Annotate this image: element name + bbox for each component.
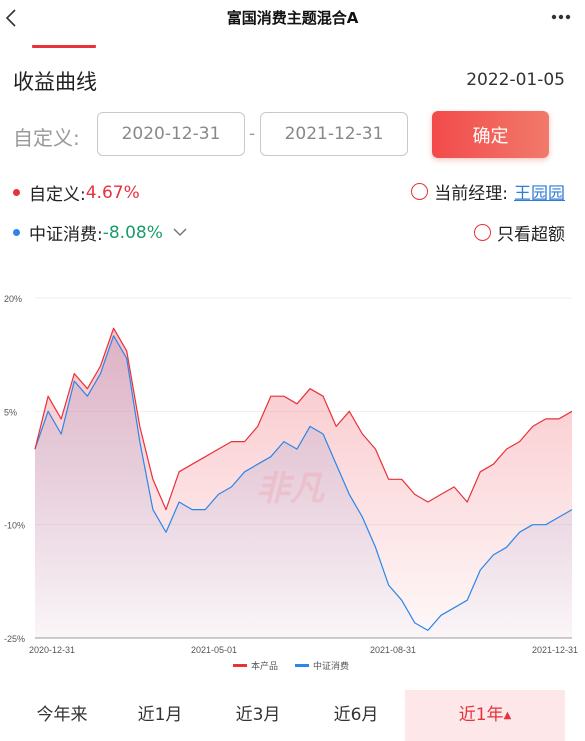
top-nav-bar: 富国消费主题混合A (0, 0, 585, 36)
x-tick-label: 2021-12-31 (532, 645, 578, 655)
range-tab-6m[interactable]: 近6月 (333, 705, 379, 725)
custom-return-value: 4.67% (85, 182, 140, 203)
return-chart: 非凡 20% 5% -10% -25% 2020-12-31 2021-05-01 2021… (4, 294, 578, 671)
excess-only-toggle[interactable]: 只看超额 (474, 220, 565, 245)
current-manager: 当前经理: 王园园 (411, 179, 565, 204)
legend-label: 中证消费 (313, 660, 349, 671)
y-tick-label: 5% (4, 407, 17, 417)
legend-swatch (233, 664, 247, 667)
x-tick-label: 2021-08-31 (370, 645, 416, 655)
chevron-down-icon[interactable] (173, 228, 187, 237)
range-tab-1m[interactable]: 近1月 (137, 705, 183, 725)
data-date: 2022-01-05 (466, 70, 565, 90)
y-tick-label: -25% (4, 634, 25, 644)
custom-range-label: 自定义: (13, 126, 80, 150)
manager-label: 当前经理: (434, 184, 508, 204)
date-separator: - (249, 124, 256, 144)
range-tabs: 今年来 近1月 近3月 近6月 近1年▲ (0, 690, 585, 741)
series-line-1 (34, 335, 573, 631)
blue-dot-icon (13, 229, 20, 236)
red-dot-icon (13, 189, 20, 196)
y-tick-label: -10% (4, 521, 25, 531)
sort-up-icon: ▲ (503, 710, 512, 721)
end-date-input[interactable] (260, 112, 408, 156)
range-tab-1y[interactable]: 近1年▲ (405, 690, 565, 741)
range-tab-1y-label: 近1年 (458, 705, 504, 725)
excess-radio[interactable] (474, 224, 491, 241)
series-area-0 (35, 328, 572, 638)
x-tick-label: 2020-12-31 (29, 645, 75, 655)
legend-swatch (295, 664, 309, 667)
index-return-label: 中证消费: (29, 225, 103, 245)
legend-label: 本产品 (251, 660, 278, 671)
back-arrow-icon[interactable] (4, 8, 20, 28)
start-date-input[interactable] (97, 112, 245, 156)
index-return-value: -8.08% (102, 222, 163, 243)
section-title: 收益曲线 (13, 70, 97, 94)
excess-label: 只看超额 (497, 225, 565, 245)
more-menu-icon[interactable] (551, 14, 571, 20)
manager-radio[interactable] (411, 183, 429, 200)
manager-name-link[interactable]: 王园园 (514, 184, 565, 204)
series-line-0 (34, 327, 573, 511)
page-title: 富国消费主题混合A (226, 9, 359, 27)
range-tab-3m[interactable]: 近3月 (235, 705, 281, 725)
index-return-stat: 中证消费: -8.08% (13, 220, 187, 245)
custom-return-stat: 自定义: 4.67% (13, 180, 140, 205)
range-tab-ytd[interactable]: 今年来 (36, 705, 88, 725)
custom-return-label: 自定义: (29, 185, 86, 205)
x-tick-label: 2021-05-01 (191, 645, 237, 655)
confirm-button[interactable]: 确定 (432, 111, 549, 158)
y-tick-label: 20% (4, 294, 22, 304)
watermark-logo: 非凡 (256, 470, 326, 508)
active-tab-indicator (32, 45, 96, 48)
